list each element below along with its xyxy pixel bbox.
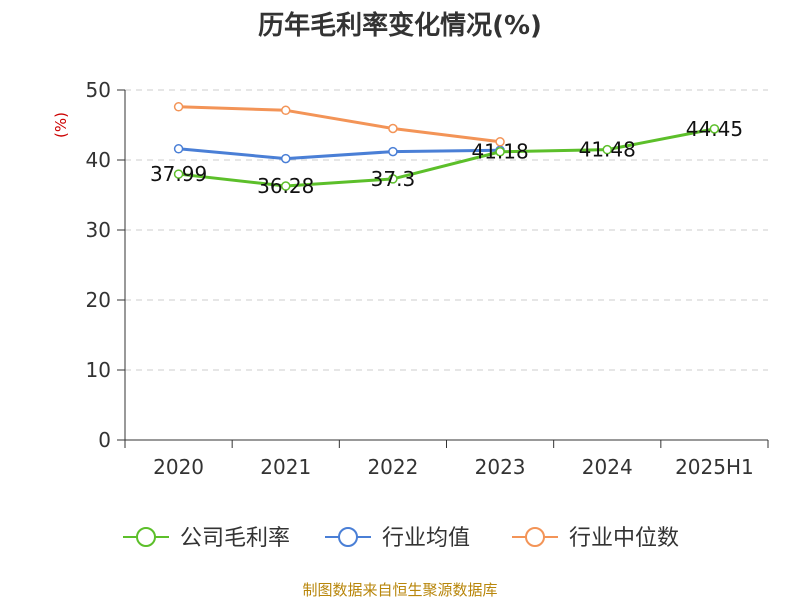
series-line-2 bbox=[177, 105, 502, 144]
legend: 公司毛利率 行业均值 行业中位数 bbox=[123, 526, 679, 551]
y-tick-label: 20 bbox=[86, 288, 111, 312]
series-point bbox=[388, 123, 398, 134]
source-note: 制图数据来自恒生聚源数据库 bbox=[302, 581, 497, 599]
data-label: 41.48 bbox=[579, 138, 636, 162]
series-point bbox=[281, 105, 291, 116]
y-tick-label: 40 bbox=[86, 148, 111, 172]
legend-swatch-marker bbox=[338, 527, 358, 547]
chart-title: 历年毛利率变化情况(%) bbox=[258, 10, 542, 41]
y-tick-label: 10 bbox=[86, 358, 111, 382]
series-point bbox=[388, 146, 398, 157]
x-tick-label: 2025H1 bbox=[675, 455, 754, 479]
series-point bbox=[173, 102, 184, 112]
series-point bbox=[173, 144, 184, 154]
grid-lines bbox=[125, 89, 768, 371]
legend-swatch-marker bbox=[525, 527, 545, 547]
x-tick-label: 2021 bbox=[260, 455, 311, 479]
y-tick-label: 0 bbox=[98, 428, 111, 452]
y-tick-label: 50 bbox=[86, 78, 111, 102]
series-group bbox=[173, 102, 720, 191]
series-point bbox=[495, 146, 505, 157]
series-point bbox=[388, 174, 398, 184]
y-axis-unit-label: (%) bbox=[52, 112, 70, 138]
data-labels: 37.99 36.28 37.3 41.18 41.48 44.45 bbox=[150, 117, 743, 198]
series-point bbox=[602, 144, 612, 155]
x-tick-label: 2024 bbox=[582, 455, 633, 479]
data-label: 44.45 bbox=[686, 117, 743, 141]
series-point bbox=[495, 137, 505, 147]
x-tick-label: 2022 bbox=[367, 455, 418, 479]
y-tick-label: 30 bbox=[86, 218, 111, 242]
series-point bbox=[281, 181, 291, 191]
axes: 0 10 20 30 40 50 2020 2021 2022 2023 2024 2025H1 bbox=[86, 78, 769, 479]
x-tick-label: 2020 bbox=[153, 455, 204, 479]
legend-label: 公司毛利率 bbox=[180, 526, 290, 551]
legend-label: 行业均值 bbox=[382, 526, 470, 551]
data-label: 37.99 bbox=[150, 162, 207, 186]
series-line-1 bbox=[177, 147, 502, 161]
x-tick-label: 2023 bbox=[475, 455, 526, 479]
series-point bbox=[709, 124, 720, 134]
data-label: 36.28 bbox=[257, 174, 314, 198]
series-point bbox=[173, 169, 184, 179]
series-point bbox=[281, 153, 291, 164]
series-line-0 bbox=[177, 127, 716, 188]
legend-swatch-marker bbox=[136, 527, 156, 547]
data-label: 41.18 bbox=[471, 140, 528, 164]
legend-label: 行业中位数 bbox=[569, 526, 679, 551]
data-label: 37.3 bbox=[371, 167, 416, 191]
